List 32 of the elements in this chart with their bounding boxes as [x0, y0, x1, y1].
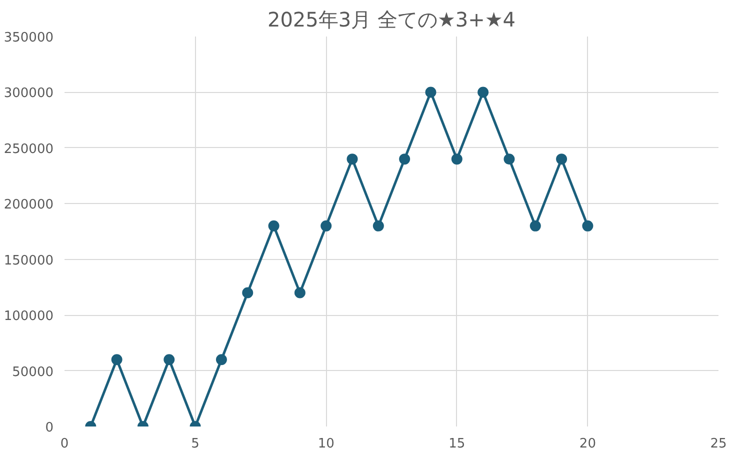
y-tick-label: 350000	[4, 30, 54, 46]
point	[504, 154, 515, 165]
y-tick-label: 200000	[4, 198, 54, 213]
point	[111, 354, 122, 366]
y-tick-label: 300000	[4, 86, 54, 102]
point	[346, 154, 358, 165]
point	[372, 220, 384, 232]
y-tick-label: 0	[45, 420, 54, 436]
y-tick-label: 50000	[12, 364, 54, 380]
x-tick-label: 20	[579, 436, 596, 452]
point	[425, 86, 436, 98]
x-tick-label: 25	[710, 436, 727, 452]
point	[582, 220, 594, 232]
point	[451, 154, 462, 165]
point	[478, 86, 489, 98]
point	[530, 220, 541, 232]
point	[399, 154, 410, 165]
point	[242, 287, 254, 298]
y-tick-label: 100000	[4, 309, 54, 324]
point	[556, 154, 568, 165]
x-tick-label: 0	[60, 436, 69, 452]
x-tick-label: 10	[318, 436, 334, 452]
x-tick-label: 15	[448, 436, 466, 452]
x-tick-label: 5	[191, 436, 200, 452]
y-tick-label: 150000	[4, 253, 54, 268]
point	[216, 354, 227, 366]
point	[268, 220, 280, 232]
point	[294, 287, 306, 298]
chart-title: 2025年3月 全ての★3+★4	[267, 8, 516, 32]
point	[320, 220, 332, 232]
y-tick-label: 250000	[4, 142, 54, 157]
point	[164, 354, 175, 366]
